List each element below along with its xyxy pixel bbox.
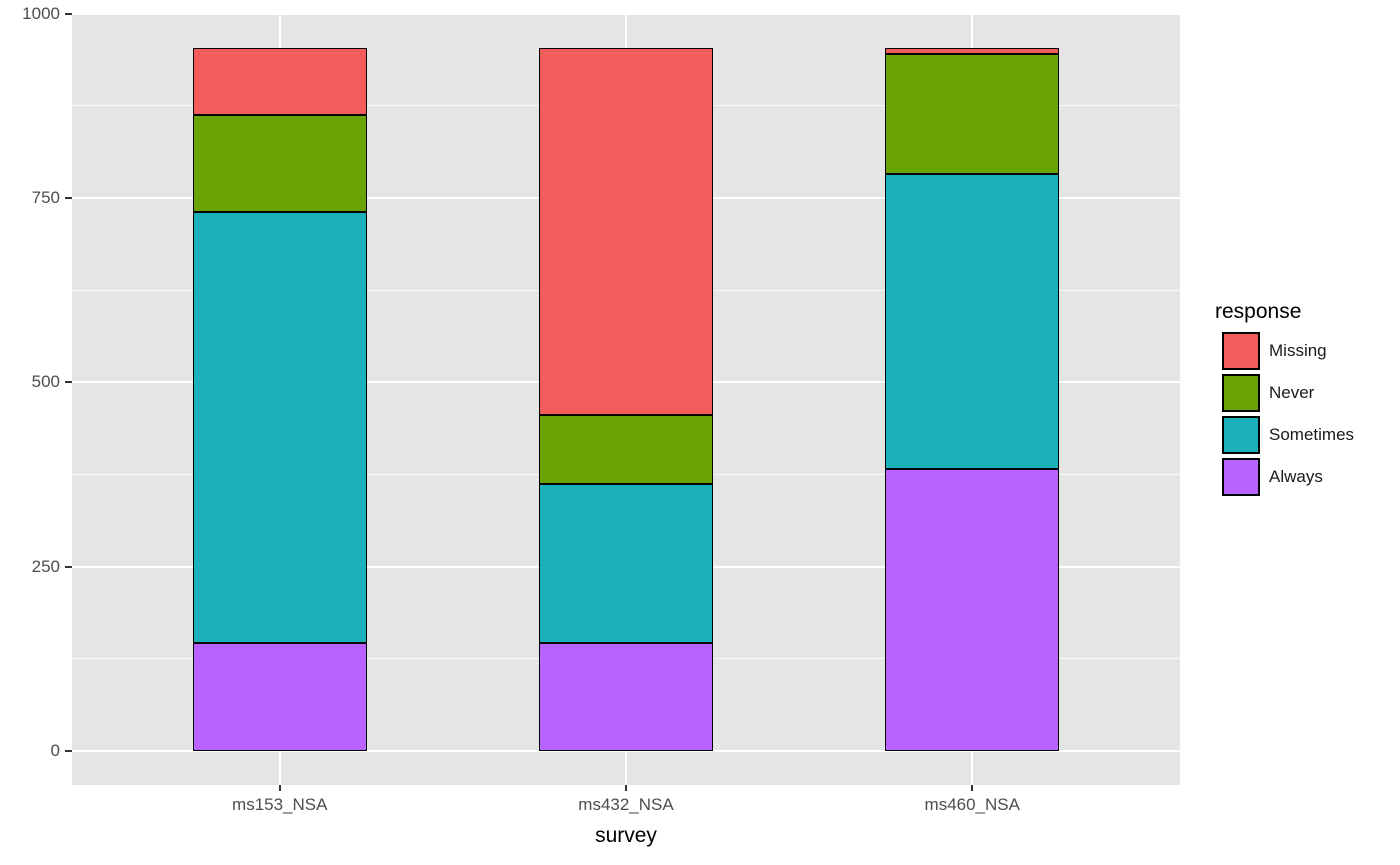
- bar-segment-ms432_NSA-Never: [539, 414, 713, 484]
- legend-keys: Missing Never Sometimes Always: [1222, 332, 1354, 496]
- bar-segment-ms460_NSA-Sometimes: [885, 173, 1060, 470]
- bar-segment-ms153_NSA-Missing: [192, 48, 367, 116]
- x-tick-label: ms153_NSA: [232, 795, 328, 814]
- legend-label: Never: [1269, 383, 1315, 402]
- x-tick-mark: [971, 785, 974, 791]
- legend-label: Sometimes: [1269, 425, 1355, 444]
- y-tick-mark: [65, 750, 72, 752]
- legend-key-Always: Always: [1222, 458, 1354, 496]
- bar-segment-ms432_NSA-Missing: [539, 48, 713, 415]
- x-tick-mark: [625, 785, 627, 791]
- legend: response Missing Never Sometimes Always: [1215, 300, 1354, 500]
- legend-swatch-Sometimes: [1222, 416, 1260, 454]
- bar-segment-ms460_NSA-Missing: [885, 48, 1060, 55]
- y-tick-label: 500: [31, 372, 60, 392]
- legend-swatch-Missing: [1222, 332, 1260, 370]
- plot-panel: [72, 13, 1180, 785]
- bar-segment-ms460_NSA-Always: [885, 469, 1060, 751]
- legend-title: response: [1215, 300, 1302, 323]
- y-tick-label: 750: [31, 187, 60, 207]
- legend-swatch-Always: [1222, 458, 1260, 496]
- x-axis-title: survey: [595, 824, 657, 847]
- bar-segment-ms460_NSA-Never: [885, 54, 1060, 174]
- bar-segment-ms153_NSA-Never: [192, 115, 367, 212]
- y-tick-label: 0: [50, 741, 60, 760]
- legend-swatch-Never: [1222, 374, 1260, 412]
- x-tick-mark: [278, 785, 281, 791]
- y-tick-label: 1000: [22, 3, 60, 23]
- legend-key-Sometimes: Sometimes: [1222, 416, 1354, 454]
- y-tick-mark: [65, 381, 72, 384]
- bar-segment-ms432_NSA-Sometimes: [539, 484, 713, 644]
- legend-key-Missing: Missing: [1222, 332, 1354, 370]
- y-tick-mark: [65, 196, 72, 199]
- y-tick-mark: [65, 12, 72, 15]
- y-tick-mark: [65, 565, 72, 568]
- legend-key-Never: Never: [1222, 374, 1354, 412]
- bar-segment-ms153_NSA-Sometimes: [192, 211, 367, 644]
- bar-segment-ms153_NSA-Always: [192, 643, 367, 751]
- x-tick-label: ms460_NSA: [924, 795, 1020, 814]
- legend-label: Always: [1269, 467, 1323, 486]
- legend-label: Missing: [1269, 341, 1327, 360]
- y-tick-label: 250: [31, 556, 60, 576]
- bar-segment-ms432_NSA-Always: [539, 643, 713, 751]
- x-tick-label: ms432_NSA: [578, 795, 674, 814]
